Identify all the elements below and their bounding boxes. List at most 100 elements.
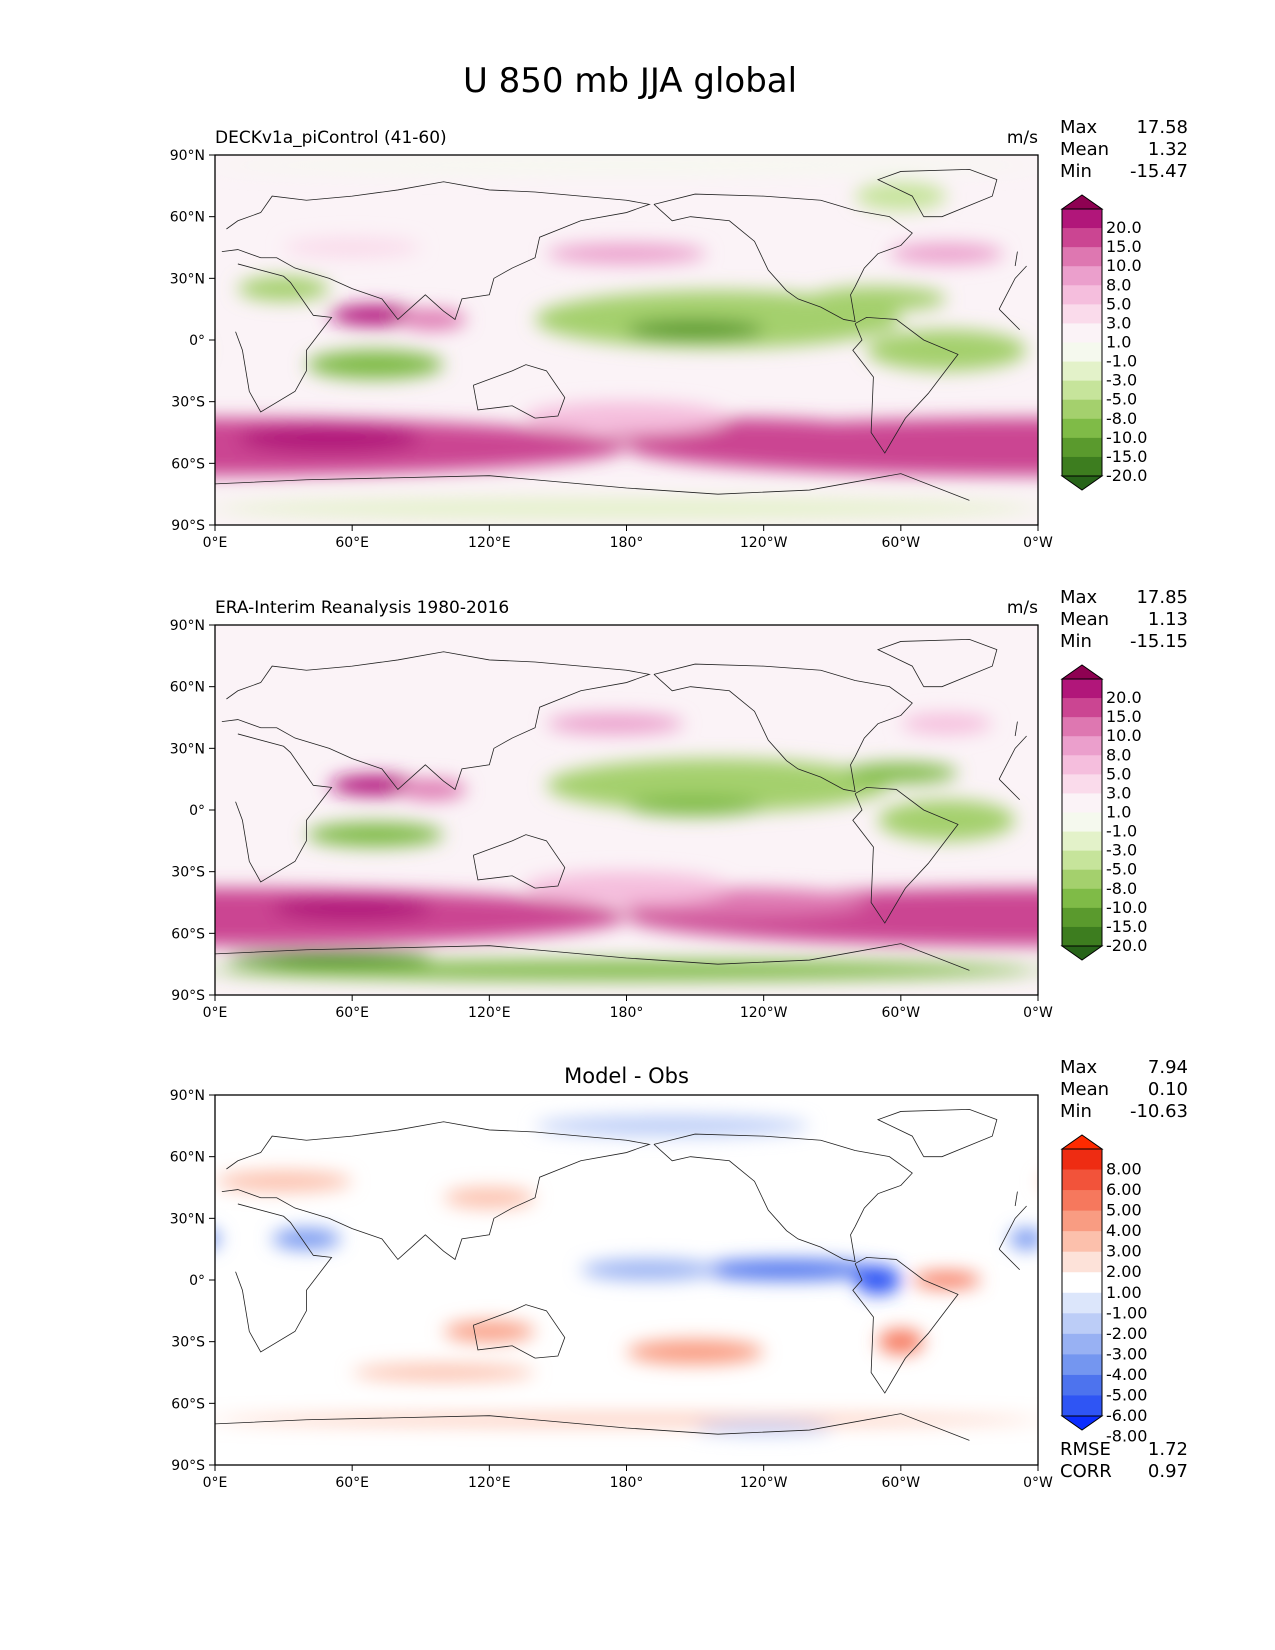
colorbar-segment xyxy=(1062,850,1102,871)
contour-blob xyxy=(626,795,764,817)
coastline xyxy=(215,473,970,501)
colorbar-segment xyxy=(1062,1231,1102,1253)
stat-label: Max xyxy=(1060,1057,1098,1078)
colorbar-model: 20.015.010.08.05.03.01.0-1.0-3.0-5.0-8.0… xyxy=(1060,194,1147,491)
colorbar-tick-label: -3.00 xyxy=(1106,1344,1147,1363)
stat-label: Min xyxy=(1060,631,1092,652)
contour-blob xyxy=(397,779,467,800)
contour-blob xyxy=(1221,309,1275,330)
colorbar-tick-label: -1.0 xyxy=(1106,822,1137,841)
panel-units: m/s xyxy=(1007,128,1038,148)
stat-value: 1.13 xyxy=(1148,609,1188,630)
contour-blob xyxy=(0,291,78,349)
colorbar-segment xyxy=(1062,1292,1102,1314)
colorbar-tick-label: 1.0 xyxy=(1106,803,1131,822)
coastline xyxy=(221,1121,1018,1261)
contour-blob xyxy=(1175,1364,1275,1380)
colorbar-segment xyxy=(1062,1272,1102,1294)
colorbar-segment xyxy=(1062,888,1102,909)
colorbar-segment xyxy=(1062,1313,1102,1335)
contour-blob xyxy=(44,330,204,371)
colorbar-tick-label: 15.0 xyxy=(1106,237,1142,256)
contour-blob xyxy=(843,762,958,784)
colorbar-tick-label: -15.0 xyxy=(1106,447,1147,466)
coastline xyxy=(221,651,1018,791)
contour-blob xyxy=(237,276,330,301)
contour-blob xyxy=(89,894,203,923)
stat-value: 7.94 xyxy=(1148,1057,1188,1078)
y-tick-label: 90°N xyxy=(170,148,205,164)
coastline xyxy=(472,1304,566,1359)
colorbar-segment xyxy=(1062,698,1102,718)
colorbar-segment xyxy=(1062,755,1102,775)
colorbar-tick-label: 10.0 xyxy=(1106,726,1142,745)
colorbar-segment xyxy=(1062,456,1102,477)
colorbar-tick-label: -1.00 xyxy=(1106,1303,1147,1322)
colorbar-segment xyxy=(1062,1333,1102,1355)
colorbar-tick-label: -6.00 xyxy=(1106,1406,1147,1425)
x-tick-label: 0°W xyxy=(1023,1005,1053,1021)
colorbar-tick-label: 8.0 xyxy=(1106,745,1131,764)
coastline xyxy=(235,263,1027,413)
contour-blob xyxy=(1009,1228,1038,1250)
extra-stat-label: CORR xyxy=(1060,1461,1112,1482)
colorbar-segment xyxy=(1062,679,1102,699)
contour-blob xyxy=(809,286,947,312)
contour-blob xyxy=(1221,779,1275,800)
coastline xyxy=(852,316,959,454)
contour-blob xyxy=(1038,960,1275,981)
contour-blob xyxy=(0,888,44,917)
colorbar-segment xyxy=(1062,1251,1102,1273)
contour-blob xyxy=(215,960,1038,981)
coastline xyxy=(852,786,959,924)
contour-blob xyxy=(306,350,444,380)
contour-blob xyxy=(55,800,192,841)
y-tick-label: 90°S xyxy=(171,988,205,1004)
colorbar-segment xyxy=(1062,1374,1102,1396)
colorbar-segment xyxy=(1062,209,1102,229)
colorbar-segment xyxy=(1062,361,1102,382)
coastline xyxy=(876,1108,998,1158)
contour-blob xyxy=(78,713,169,734)
contour-blob xyxy=(877,799,1016,841)
y-tick-label: 0° xyxy=(189,803,205,819)
y-tick-label: 60°N xyxy=(170,680,205,696)
contour-blob xyxy=(215,157,1038,174)
contour-blob xyxy=(443,1321,536,1342)
contour-blob xyxy=(329,305,421,326)
colorbar-tick-label: 8.0 xyxy=(1106,275,1131,294)
y-tick-label: 60°S xyxy=(171,456,205,472)
contour-blob xyxy=(1129,822,1266,847)
colorbar-extend-min xyxy=(1060,945,1104,961)
y-tick-label: 0° xyxy=(189,1273,205,1289)
contour-blob xyxy=(546,713,684,734)
colorbar-tick-label: 20.0 xyxy=(1106,218,1142,237)
colorbar-tick-label: -10.0 xyxy=(1106,898,1147,917)
contour-blob xyxy=(215,1231,221,1247)
colorbar-tick-label: -8.0 xyxy=(1106,879,1137,898)
x-tick-label: 120°W xyxy=(740,535,788,551)
colorbar-segment xyxy=(1062,736,1102,756)
stat-label: Mean xyxy=(1060,1079,1109,1100)
extra-stat-label: RMSE xyxy=(1060,1439,1111,1460)
colorbar-tick-label: -4.00 xyxy=(1106,1365,1147,1384)
coastline xyxy=(235,1203,1027,1353)
colorbar-tick-label: 2.00 xyxy=(1106,1262,1142,1281)
stat-label: Max xyxy=(1060,117,1098,138)
stat-value: 1.32 xyxy=(1148,139,1188,160)
contour-blob xyxy=(877,1329,924,1354)
contour-blob xyxy=(695,1259,878,1280)
contour-blob xyxy=(546,758,890,813)
contour-blob xyxy=(900,713,993,734)
x-tick-label: 180° xyxy=(610,1475,644,1491)
contour-blob xyxy=(215,1414,1038,1425)
colorbar-segment xyxy=(1062,266,1102,286)
colorbar-segment xyxy=(1062,399,1102,420)
colorbar-diff: 8.006.00 5.004.00 3.002.00 1.00-1.00 -2.00-3… xyxy=(1060,1134,1147,1446)
colorbar-segment xyxy=(1062,1395,1102,1417)
stat-value: 17.58 xyxy=(1136,117,1188,138)
x-tick-label: 0°E xyxy=(203,1005,228,1021)
y-tick-label: 60°S xyxy=(171,926,205,942)
contour-blob xyxy=(0,1415,215,1425)
